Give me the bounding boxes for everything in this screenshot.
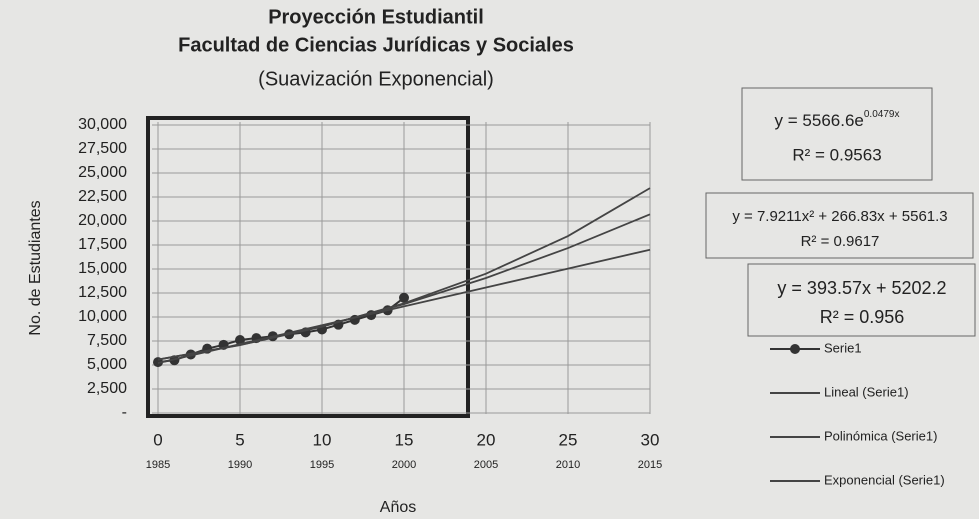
y-tick-label: - <box>122 404 127 421</box>
annotation-equation: y = 393.57x + 5202.2 <box>777 278 946 298</box>
data-point <box>399 292 409 303</box>
x-tick-year: 2015 <box>638 459 662 471</box>
y-tick-label: 7,500 <box>87 332 127 349</box>
y-axis-label: No. de Estudiantes <box>27 200 44 335</box>
annotation-box <box>705 192 974 259</box>
y-tick-label: 2,500 <box>87 380 127 397</box>
x-axis-label: Años <box>380 499 416 516</box>
x-tick-label: 15 <box>395 430 414 449</box>
x-tick-year: 1990 <box>228 459 252 471</box>
x-tick-label: 30 <box>641 430 660 449</box>
x-tick-year: 2000 <box>392 459 416 471</box>
y-tick-label: 10,000 <box>78 308 127 325</box>
annotation-r2: R² = 0.9563 <box>792 145 881 164</box>
legend-label: Exponencial (Serie1) <box>824 472 945 487</box>
x-tick-year: 1985 <box>146 459 170 471</box>
y-tick-label: 22,500 <box>78 188 127 205</box>
exponent: 0.0479x <box>864 109 900 120</box>
chart-title: Proyección Estudiantil <box>268 6 484 28</box>
y-tick-label: 25,000 <box>78 164 127 181</box>
series-line <box>157 187 651 361</box>
y-tick-label: 12,500 <box>78 284 127 301</box>
x-tick-label: 0 <box>153 430 162 449</box>
x-tick-label: 10 <box>313 430 332 449</box>
annotation-r2: R² = 0.9617 <box>801 233 880 250</box>
y-tick-label: 20,000 <box>78 212 127 229</box>
x-tick-year: 2005 <box>474 459 498 471</box>
annotation-box <box>741 87 933 181</box>
annotation-equation: y = 7.9211x² + 266.83x + 5561.3 <box>732 208 947 225</box>
x-tick-year: 2010 <box>556 459 580 471</box>
plot-frame <box>146 116 470 418</box>
legend-marker <box>790 344 800 354</box>
x-tick-year: 1995 <box>310 459 334 471</box>
y-tick-label: 30,000 <box>78 116 127 133</box>
legend-label: Serie1 <box>824 340 862 355</box>
chart-subtitle: Facultad de Ciencias Jurídicas y Sociale… <box>178 34 574 56</box>
x-tick-label: 20 <box>477 430 496 449</box>
annotation-equation: y = 5566.6e0.0479x <box>775 109 900 131</box>
x-tick-label: 25 <box>559 430 578 449</box>
y-tick-label: 5,000 <box>87 356 127 373</box>
y-tick-label: 15,000 <box>78 260 127 277</box>
annotation-r2: R² = 0.956 <box>820 307 905 327</box>
data-point <box>235 335 245 346</box>
legend-label: Lineal (Serie1) <box>824 384 909 399</box>
x-tick-label: 5 <box>235 430 244 449</box>
y-tick-label: 27,500 <box>78 140 127 157</box>
y-tick-label: 17,500 <box>78 236 127 253</box>
equation: y = 5566.6e <box>775 111 864 130</box>
annotation-box <box>747 263 976 337</box>
legend-label: Polinómica (Serie1) <box>824 428 937 443</box>
chart-subtitle: (Suavización Exponencial) <box>258 68 494 90</box>
